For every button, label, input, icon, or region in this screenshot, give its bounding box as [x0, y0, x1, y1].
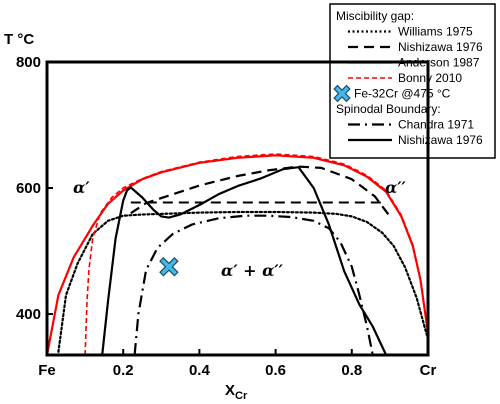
x-axis-title: XCr [225, 382, 248, 402]
labels-layer: Fe 0.2 0.4 0.6 0.8 Cr 400 600 800 T °C XCr α′ α′′ α′ … [4, 31, 436, 402]
series-line-nishizawa-1976-1 [130, 165, 391, 218]
legend-label-anderson-1987-2: Anderson 1987 [398, 56, 480, 70]
legend-label-williams-1975-0: Williams 1975 [398, 25, 473, 39]
legend-swatch-marker [333, 84, 351, 103]
region-label-0: α′ [73, 178, 90, 197]
marker-fe-32cr-fill [160, 258, 177, 275]
series-line-bonny-2010-3 [84, 153, 429, 356]
series-layer [45, 153, 430, 357]
legend-swatch-marker-fill [334, 86, 350, 101]
region-label-2: α′ + α′′ [221, 261, 284, 280]
plot-frame [45, 60, 430, 357]
legend-label-marker: Fe-32Cr @475 °C [354, 87, 451, 101]
series-line-williams-1975-0 [57, 210, 430, 353]
legend-heading-0: Miscibility gap: [336, 9, 414, 23]
x-tick-label: 0.6 [265, 362, 286, 379]
y-tick-label: 600 [16, 180, 41, 197]
legend-label-nishizawa-1976-6: Nishizawa 1976 [398, 133, 483, 147]
x-tick-label: 0.8 [341, 362, 362, 379]
y-axis-title: T °C [4, 31, 34, 48]
legend-heading-1: Spinodal Boundary: [336, 102, 441, 116]
region-label-1: α′′ [385, 178, 407, 197]
legend-label-bonny-2010-3: Bonny 2010 [398, 71, 462, 85]
marker-fe-32cr [159, 257, 179, 277]
x-tick-label: 0.4 [189, 362, 211, 379]
y-tick-label: 400 [16, 306, 41, 323]
legend-label-nishizawa-1976-1: Nishizawa 1976 [398, 40, 483, 54]
series-line-nishizawa-1976-6 [101, 166, 388, 357]
plot-border [45, 60, 430, 357]
x-tick-label: Fe [38, 362, 56, 379]
y-tick-label: 800 [16, 54, 41, 71]
legend-box [329, 3, 496, 159]
x-tick-label: 0.2 [113, 362, 134, 379]
series-line-chandra-1971-5 [133, 214, 374, 356]
x-axis-title-subscript: Cr [235, 390, 248, 402]
legend-label-chandra-1971-5: Chandra 1971 [398, 118, 474, 132]
x-tick-label: Cr [420, 362, 437, 379]
